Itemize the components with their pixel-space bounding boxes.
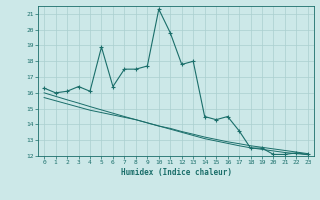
X-axis label: Humidex (Indice chaleur): Humidex (Indice chaleur) — [121, 168, 231, 177]
